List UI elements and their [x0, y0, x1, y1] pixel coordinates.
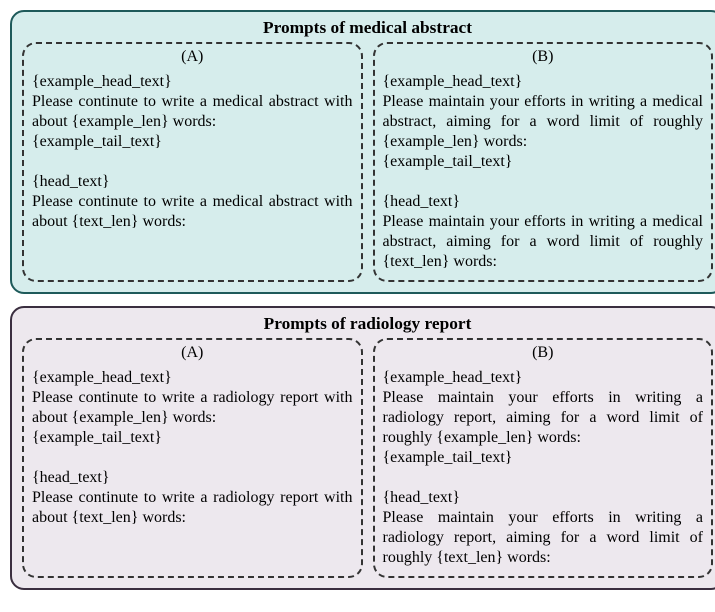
- prompt-box: (A) {example_head_text} Please continute …: [22, 42, 363, 282]
- prompt-text: {example_head_text} Please continute to …: [32, 72, 353, 232]
- prompt-text: {example_head_text} Please continute to …: [32, 368, 353, 528]
- prompt-box: (A) {example_head_text} Please continute …: [22, 338, 363, 578]
- prompt-text: {example_head_text} Please maintain your…: [383, 72, 704, 272]
- panel-columns: (A) {example_head_text} Please continute …: [22, 338, 713, 578]
- prompt-box-label: (B): [383, 48, 704, 66]
- prompt-box: (B) {example_head_text} Please maintain y…: [373, 42, 714, 282]
- panel-columns: (A) {example_head_text} Please continute …: [22, 42, 713, 282]
- panel-1: Prompts of radiology report (A) {example_h…: [10, 306, 715, 590]
- prompt-box-label: (A): [32, 48, 353, 66]
- prompt-box: (B) {example_head_text} Please maintain y…: [373, 338, 714, 578]
- panel-0: Prompts of medical abstract (A) {example_h…: [10, 10, 715, 294]
- panel-title: Prompts of radiology report: [22, 314, 713, 334]
- prompt-box-label: (A): [32, 344, 353, 362]
- figure-root: Prompts of medical abstract (A) {example_h…: [10, 10, 715, 590]
- prompt-text: {example_head_text} Please maintain your…: [383, 368, 704, 568]
- prompt-box-label: (B): [383, 344, 704, 362]
- panel-title: Prompts of medical abstract: [22, 18, 713, 38]
